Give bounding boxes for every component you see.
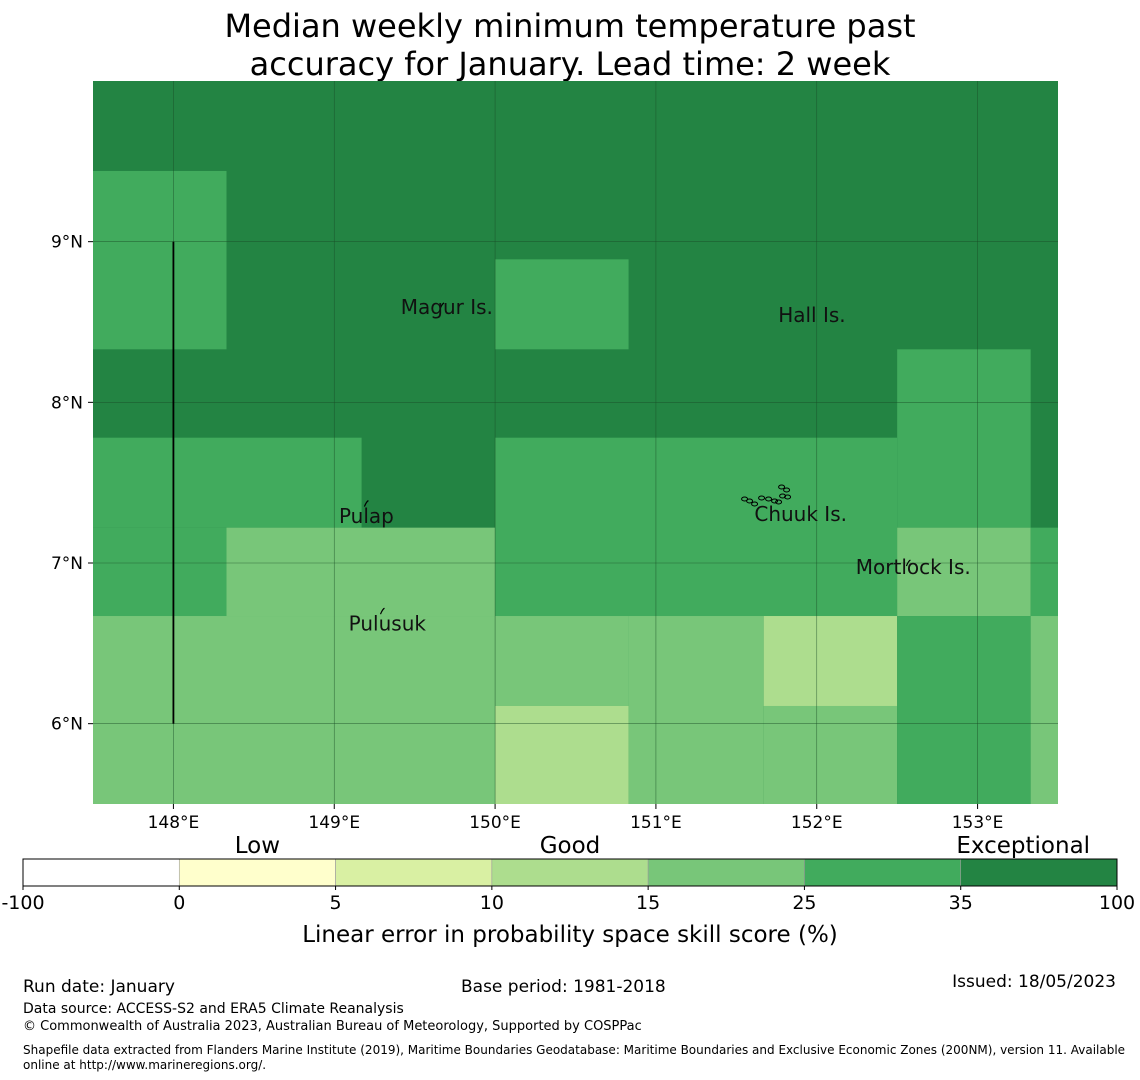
x-tick-label: 148°E xyxy=(148,813,200,833)
island-outline xyxy=(439,302,445,310)
chuuk-islet xyxy=(771,498,779,504)
colorbar-bin xyxy=(178,858,336,887)
chuuk-islet xyxy=(775,499,783,505)
chuuk-islet xyxy=(778,484,786,490)
chuuk-islet xyxy=(751,501,759,507)
colorbar-category-label: Exceptional xyxy=(956,833,1090,859)
grid-cell xyxy=(763,616,898,706)
island-outline xyxy=(905,559,911,567)
grid-cell xyxy=(93,170,227,350)
axis-ticks: 148°E 149°E 150°E 151°E 152°E 153°E 9°N 8°N 7°N 6… xyxy=(51,233,1003,833)
grid-cell xyxy=(226,527,496,617)
x-tick-label: 151°E xyxy=(630,813,682,833)
chuuk-islet xyxy=(758,495,766,501)
colorbar-category-label: Low xyxy=(235,833,280,859)
chuuk-islet xyxy=(746,498,754,504)
colorbar-bin xyxy=(491,858,649,887)
grid-cell xyxy=(93,437,362,528)
place-label: Mortlock Is. xyxy=(856,555,971,579)
colorbar-tick-label: 15 xyxy=(636,892,660,914)
grid-cell xyxy=(495,259,629,350)
colorbar-bin xyxy=(647,858,805,887)
colorbar-tick-label: 25 xyxy=(792,892,816,914)
x-tick-label: 150°E xyxy=(469,813,521,833)
data-source: Data source: ACCESS-S2 and ERA5 Climate … xyxy=(23,1001,404,1017)
colorbar-tick-label: -100 xyxy=(1,892,44,914)
place-label: Pulap xyxy=(339,504,394,528)
x-tick-label: 152°E xyxy=(791,813,843,833)
chuuk-islet xyxy=(779,493,787,499)
run-date: Run date: January xyxy=(23,977,175,997)
colorbar-tick-label: 10 xyxy=(480,892,504,914)
colorbar-bin xyxy=(804,858,962,887)
skill-map: Magur Is. Hall Is. Pulap Chuuk Is. Mortlock … xyxy=(1,81,1135,948)
island-outline xyxy=(363,500,369,507)
colorbar-tick-label: 100 xyxy=(1099,892,1135,914)
place-label: Magur Is. xyxy=(401,295,493,319)
colorbar-axis-label: Linear error in probability space skill … xyxy=(302,922,838,948)
issued-date: Issued: 18/05/2023 xyxy=(952,972,1116,992)
chuuk-islet xyxy=(784,494,792,500)
colorbar: -100 0 5 10 15 25 35 100 Low Good Exceptional Linea… xyxy=(1,833,1135,948)
colorbar-tick-label: 35 xyxy=(949,892,973,914)
map-title-line-2: accuracy for January. Lead time: 2 week xyxy=(249,45,891,83)
x-tick-label: 149°E xyxy=(308,813,360,833)
place-label: Chuuk Is. xyxy=(754,502,847,526)
grid-cell xyxy=(1030,527,1058,617)
x-tick-label: 153°E xyxy=(952,813,1004,833)
skill-cells xyxy=(93,81,1058,804)
place-labels: Magur Is. Hall Is. Pulap Chuuk Is. Mortlock … xyxy=(339,295,971,636)
grid-cell xyxy=(93,616,496,804)
map-title-line-1: Median weekly minimum temperature past xyxy=(224,7,916,45)
grid-cell xyxy=(495,616,629,706)
colorbar-category-label: Good xyxy=(540,833,601,859)
base-period: Base period: 1981-2018 xyxy=(461,977,666,997)
copyright: © Commonwealth of Australia 2023, Austra… xyxy=(23,1019,642,1034)
colorbar-bin xyxy=(22,858,180,887)
place-label: Hall Is. xyxy=(778,303,845,327)
place-label: Pulusuk xyxy=(349,611,427,635)
shapefile-credit-line-1: Shapefile data extracted from Flanders M… xyxy=(23,1043,1126,1057)
y-tick-label: 9°N xyxy=(51,233,83,253)
grid-cell xyxy=(1030,616,1058,804)
grid-cell xyxy=(897,349,1031,528)
chuuk-islet xyxy=(765,496,773,502)
island-outline xyxy=(379,607,385,615)
colorbar-tick-label: 0 xyxy=(173,892,185,914)
shapefile-credit-line-2: online at http://www.marineregions.org/. xyxy=(23,1058,267,1072)
grid-cell xyxy=(495,705,629,804)
grid-cell xyxy=(495,437,898,617)
grid-cell xyxy=(897,527,1031,617)
colorbar-tick-label: 5 xyxy=(330,892,342,914)
colorbar-frame xyxy=(22,858,1118,887)
colorbar-bin xyxy=(335,858,493,887)
coastlines xyxy=(172,241,911,724)
y-tick-label: 8°N xyxy=(51,393,83,413)
y-tick-label: 7°N xyxy=(51,554,83,574)
chuuk-islet xyxy=(783,487,791,493)
grid-cell xyxy=(93,527,227,617)
grid-cell xyxy=(628,616,764,804)
grid-cell xyxy=(763,705,898,804)
grid-cell xyxy=(897,616,1031,804)
y-tick-label: 6°N xyxy=(51,715,83,735)
colorbar-bin xyxy=(960,858,1118,887)
